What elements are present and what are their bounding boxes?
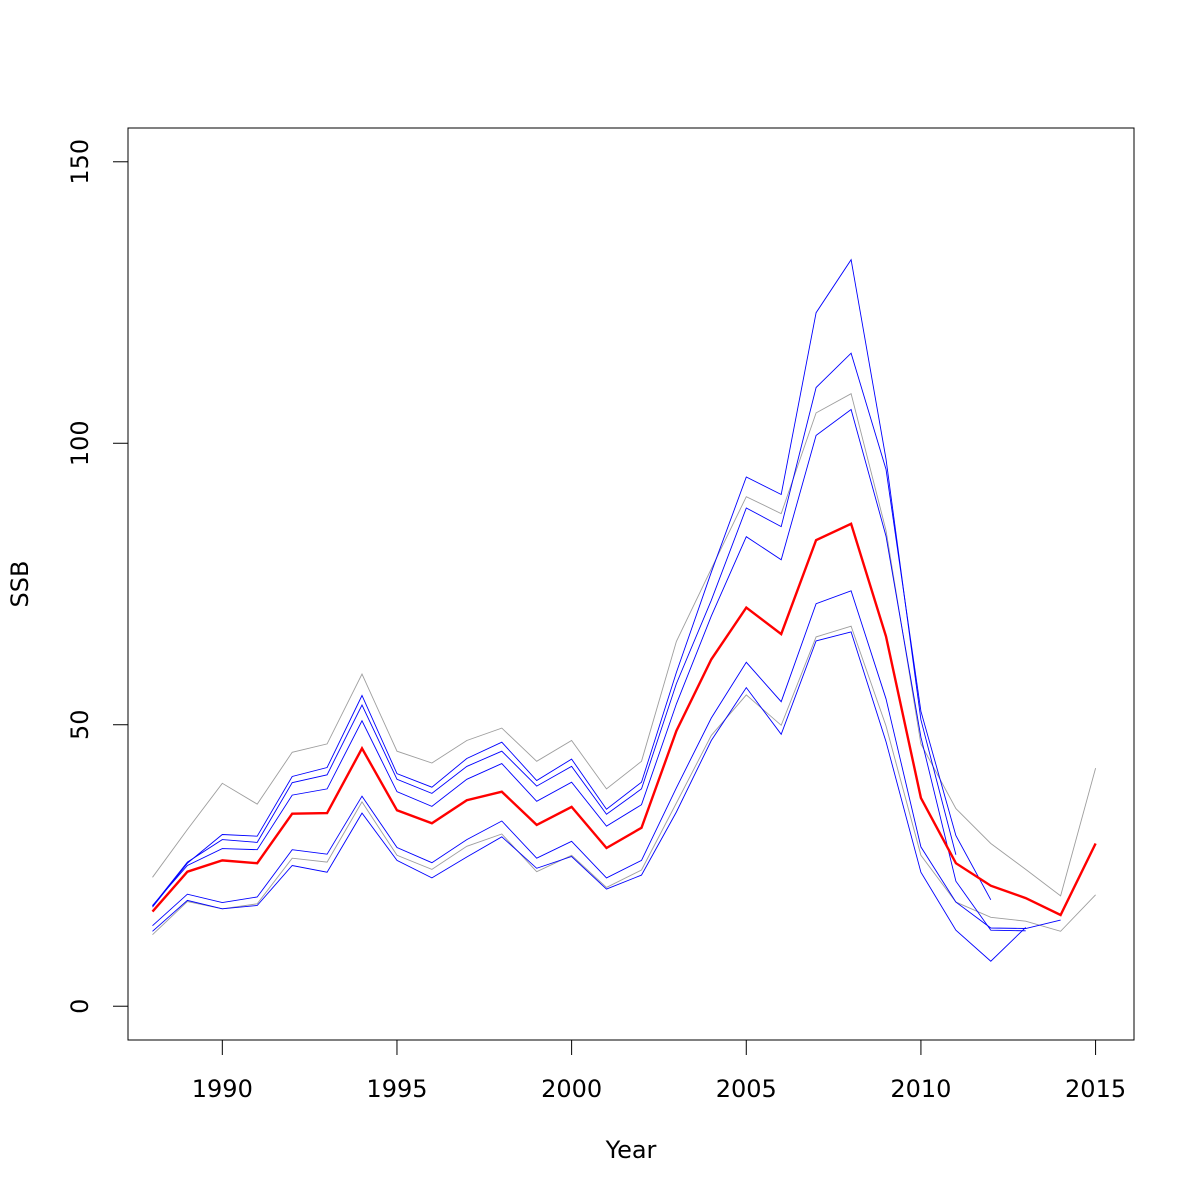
x-axis-title: Year bbox=[605, 1136, 657, 1164]
y-tick-label: 100 bbox=[66, 420, 94, 466]
x-tick-label: 2015 bbox=[1065, 1075, 1126, 1103]
x-axis: 1990 1995 2000 2005 2010 2015 bbox=[192, 1039, 1126, 1103]
y-tick-label: 150 bbox=[66, 139, 94, 185]
x-tick-label: 2000 bbox=[541, 1075, 602, 1103]
y-tick-label: 0 bbox=[66, 999, 94, 1014]
x-tick-label: 2010 bbox=[890, 1075, 951, 1103]
x-tick-label: 1990 bbox=[192, 1075, 253, 1103]
series-line-3 bbox=[152, 258, 957, 908]
y-tick-label: 50 bbox=[66, 709, 94, 740]
series-line-5 bbox=[152, 408, 1026, 932]
x-tick-label: 1995 bbox=[366, 1075, 427, 1103]
x-tick-label: 2005 bbox=[716, 1075, 777, 1103]
series-line-8 bbox=[151, 522, 1097, 917]
series-line-4 bbox=[152, 352, 992, 907]
series-layer bbox=[151, 258, 1097, 962]
series-line-1 bbox=[152, 393, 1097, 897]
series-line-7 bbox=[152, 631, 1027, 962]
series-line-2 bbox=[152, 625, 1096, 936]
y-axis: 0 50 100 150 bbox=[66, 139, 129, 1014]
y-axis-title: SSB bbox=[6, 561, 34, 608]
series-line-6 bbox=[152, 590, 1061, 929]
